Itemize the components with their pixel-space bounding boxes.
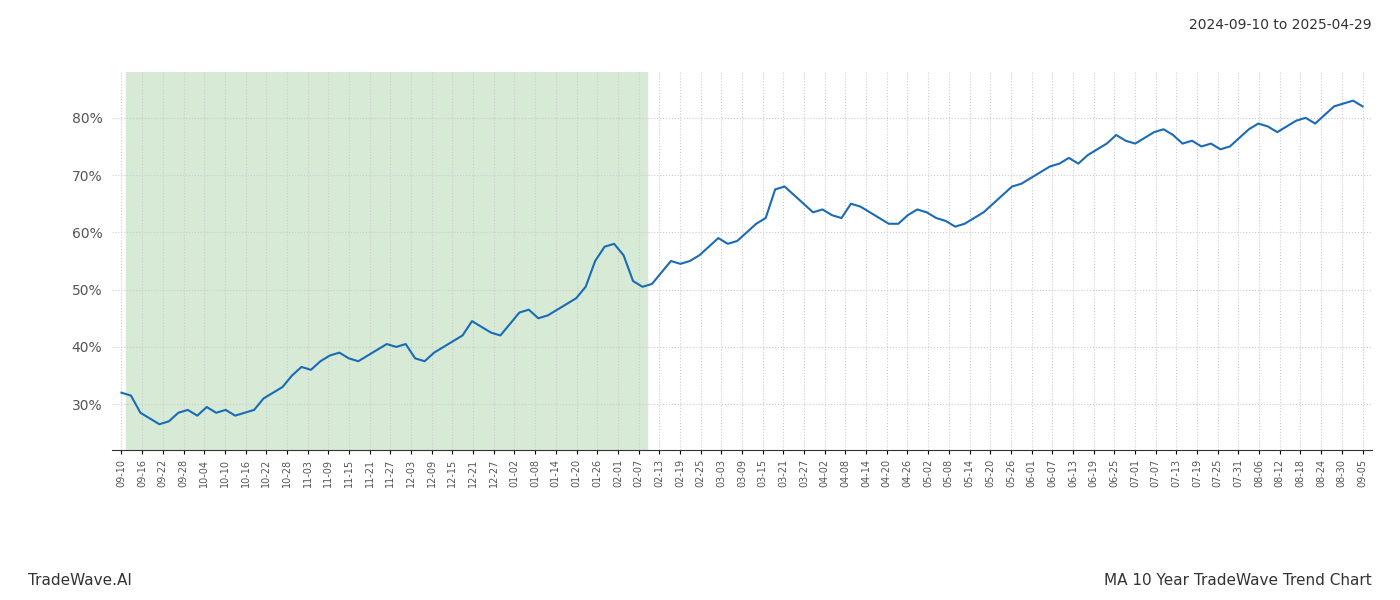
Text: MA 10 Year TradeWave Trend Chart: MA 10 Year TradeWave Trend Chart	[1105, 573, 1372, 588]
Text: 2024-09-10 to 2025-04-29: 2024-09-10 to 2025-04-29	[1190, 18, 1372, 32]
Text: TradeWave.AI: TradeWave.AI	[28, 573, 132, 588]
Bar	[126, 72, 647, 450]
